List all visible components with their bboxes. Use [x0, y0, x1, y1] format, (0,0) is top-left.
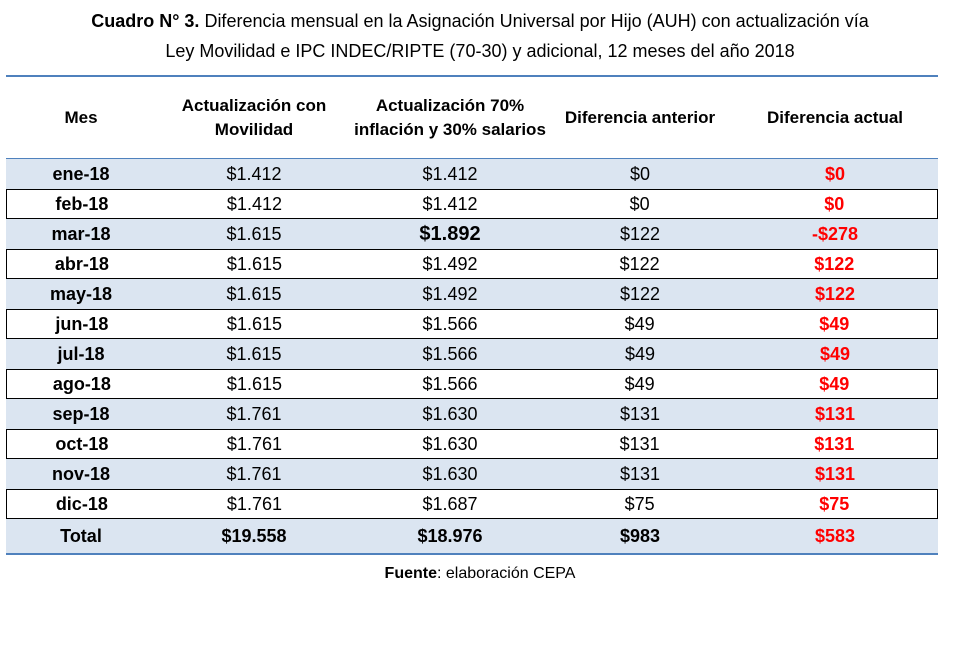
table-caption: Cuadro N° 3. Diferencia mensual en la As…	[0, 6, 960, 66]
cell-movilidad: $1.615	[226, 313, 282, 334]
total-dif-actual: $583	[814, 525, 856, 546]
cell-mes: jun-18	[55, 313, 109, 334]
cell-dif-actual: $131	[814, 463, 856, 484]
cell-dif-anterior: $131	[619, 433, 660, 454]
cell-dif-anterior: $131	[619, 463, 661, 484]
cell-dif-actual: $49	[819, 313, 850, 334]
cell-dif-anterior: $75	[624, 493, 655, 514]
table-row: jun-18 $1.615 $1.566 $49 $49	[6, 309, 938, 339]
cell-movilidad: $1.615	[226, 343, 282, 364]
total-dif-anterior: $983	[619, 525, 661, 546]
cell-dif-anterior: $49	[624, 373, 655, 394]
header-dif-actual: Diferencia actual	[766, 107, 904, 127]
cell-act-70-30: $1.630	[422, 463, 478, 484]
cell-act-70-30: $1.566	[422, 313, 478, 334]
cell-mes: feb-18	[55, 193, 109, 214]
cell-movilidad: $1.761	[226, 433, 282, 454]
cell-movilidad: $1.615	[226, 373, 282, 394]
cell-mes: nov-18	[51, 463, 111, 484]
cell-mes: oct-18	[55, 433, 109, 454]
cell-dif-anterior: $122	[619, 253, 660, 274]
cell-mes: dic-18	[55, 493, 108, 514]
cell-dif-actual: $0	[824, 163, 846, 184]
cell-dif-actual: $0	[824, 193, 845, 214]
cell-dif-anterior: $49	[624, 343, 656, 364]
table-row: may-18 $1.615 $1.492 $122 $122	[6, 279, 938, 309]
cell-movilidad: $1.615	[226, 253, 282, 274]
cell-act-70-30: $1.412	[422, 193, 478, 214]
source-text: : elaboración CEPA	[437, 565, 576, 582]
cell-movilidad: $1.615	[226, 223, 282, 244]
cell-act-70-30: $1.630	[422, 403, 478, 424]
cell-dif-anterior: $0	[629, 163, 651, 184]
header-mes: Mes	[64, 107, 98, 127]
table-row: ene-18 $1.412 $1.412 $0 $0	[6, 159, 938, 189]
cell-mes: ago-18	[52, 373, 111, 394]
cell-mes: may-18	[49, 283, 113, 304]
cell-movilidad: $1.761	[226, 403, 282, 424]
cell-movilidad: $1.615	[226, 283, 282, 304]
header-movilidad: Actualización con Movilidad	[181, 95, 327, 139]
cell-act-70-30: $1.412	[422, 163, 478, 184]
total-label: Total	[60, 525, 102, 546]
caption-lead: Cuadro N° 3.	[91, 11, 200, 31]
cell-dif-anterior: $122	[619, 283, 661, 304]
cell-act-70-30: $1.492	[422, 283, 478, 304]
total-movilidad: $19.558	[221, 525, 287, 546]
cell-movilidad: $1.412	[226, 193, 282, 214]
cell-dif-actual: $131	[814, 403, 856, 424]
caption-line-2: Ley Movilidad e IPC INDEC/RIPTE (70-30) …	[165, 41, 795, 61]
total-act-70-30: $18.976	[417, 525, 483, 546]
header-act-70-30: Actualización 70% inflación y 30% salari…	[354, 95, 546, 139]
cell-act-70-30: $1.892	[419, 222, 481, 245]
table-row: abr-18 $1.615 $1.492 $122 $122	[6, 249, 938, 279]
cell-dif-actual: $75	[819, 493, 850, 514]
table-row: sep-18 $1.761 $1.630 $131 $131	[6, 399, 938, 429]
cell-dif-actual: $122	[814, 283, 856, 304]
cell-dif-actual: $49	[819, 373, 850, 394]
header-dif-anterior: Diferencia anterior	[564, 107, 716, 127]
table-row: dic-18 $1.761 $1.687 $75 $75	[6, 489, 938, 519]
auh-table: Mes Actualización con Movilidad Actualiz…	[6, 75, 938, 555]
cell-act-70-30: $1.687	[422, 493, 478, 514]
table-row: nov-18 $1.761 $1.630 $131 $131	[6, 459, 938, 489]
table-row: feb-18 $1.412 $1.412 $0 $0	[6, 189, 938, 219]
table-row: oct-18 $1.761 $1.630 $131 $131	[6, 429, 938, 459]
table-total-row: Total $19.558 $18.976 $983 $583	[6, 519, 938, 555]
cell-act-70-30: $1.566	[422, 343, 478, 364]
cell-act-70-30: $1.492	[422, 253, 478, 274]
cell-dif-actual: $49	[819, 343, 851, 364]
cell-act-70-30: $1.630	[422, 433, 478, 454]
cell-mes: abr-18	[54, 253, 109, 274]
cell-act-70-30: $1.566	[422, 373, 478, 394]
table-row: jul-18 $1.615 $1.566 $49 $49	[6, 339, 938, 369]
source-note: Fuente: elaboración CEPA	[0, 565, 960, 583]
cell-dif-actual: -$278	[811, 223, 859, 244]
cell-movilidad: $1.412	[226, 163, 282, 184]
caption-line-1: Cuadro N° 3. Diferencia mensual en la As…	[0, 6, 960, 36]
cell-mes: jul-18	[57, 343, 105, 364]
cell-mes: ene-18	[52, 163, 110, 184]
cell-dif-anterior: $131	[619, 403, 661, 424]
cell-dif-actual: $131	[814, 433, 855, 454]
cell-movilidad: $1.761	[226, 463, 282, 484]
source-lead: Fuente	[384, 565, 437, 582]
cell-movilidad: $1.761	[226, 493, 282, 514]
cell-dif-actual: $122	[814, 253, 855, 274]
cell-mes: mar-18	[51, 223, 111, 244]
caption-text-1: Diferencia mensual en la Asignación Univ…	[199, 11, 869, 31]
table-header-row: Mes Actualización con Movilidad Actualiz…	[6, 77, 938, 159]
cell-mes: sep-18	[52, 403, 110, 424]
cell-dif-anterior: $122	[619, 223, 661, 244]
cell-dif-anterior: $49	[624, 313, 655, 334]
table-top-rule	[6, 75, 938, 77]
table-row: ago-18 $1.615 $1.566 $49 $49	[6, 369, 938, 399]
cell-dif-anterior: $0	[629, 193, 650, 214]
table-row: mar-18 $1.615 $1.892 $122 -$278	[6, 219, 938, 249]
